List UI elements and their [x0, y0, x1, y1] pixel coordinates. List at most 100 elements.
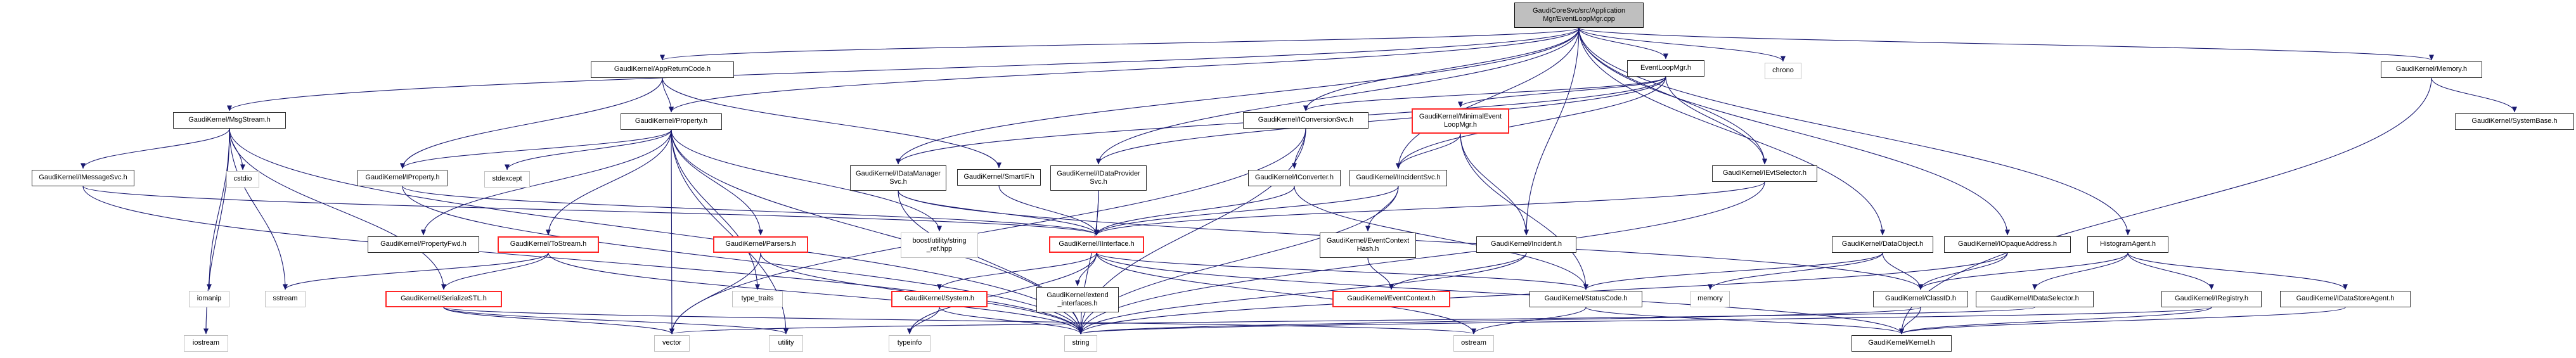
graph-node-iincidentsvc[interactable]: GaudiKernel/IIncidentSvc.h — [1349, 170, 1447, 186]
edge-ievtselector-to-iinterface — [1094, 181, 1765, 236]
edge-property-to-stdexcept — [505, 129, 672, 170]
edge-iincidentsvc-to-string — [1078, 186, 1399, 335]
edge-evtloop_h-to-iincidentsvc — [1396, 76, 1666, 169]
graph-node-eventcontext[interactable]: GaudiKernel/EventContext.h — [1332, 291, 1450, 307]
graph-node-typetraits[interactable]: type_traits — [732, 291, 783, 307]
graph-node-tostream[interactable]: GaudiKernel/ToStream.h — [498, 236, 599, 253]
graph-node-kernel[interactable]: GaudiKernel/Kernel.h — [1852, 335, 1952, 352]
edge-histagent-to-iregistry — [2127, 252, 2214, 290]
graph-node-iomanip[interactable]: iomanip — [189, 291, 229, 307]
edge-iincidentsvc-to-ctxhash — [1365, 186, 1399, 232]
edge-serializestl-to-ostream — [443, 307, 1476, 335]
edge-evtloop_h-to-iconversionsvc — [1303, 76, 1666, 112]
edge-parsers-to-vector — [669, 252, 761, 335]
edge-memory_h-to-kernel — [1899, 77, 2432, 335]
edge-evtloop_h-to-minimal — [1458, 76, 1666, 108]
edge-serializestl-to-vector — [443, 307, 674, 335]
edge-iincidentsvc-to-iinterface — [1094, 186, 1399, 236]
edge-dataobject-to-statuscode — [1583, 252, 1883, 290]
edge-minimal-to-incident — [1460, 133, 1529, 236]
edge-root-to-dataobject — [1578, 27, 1885, 236]
graph-node-chrono[interactable]: chrono — [1765, 63, 1801, 79]
edge-classid-to-string — [1078, 307, 1921, 335]
graph-node-property[interactable]: GaudiKernel/Property.h — [621, 113, 722, 130]
graph-node-extend[interactable]: GaudiKernel/extend _interfaces.h — [1036, 287, 1119, 312]
edge-root-to-incident — [1524, 27, 1580, 236]
edge-root-to-idatamanagersvc — [896, 27, 1580, 165]
edge-histagent-to-idataselector — [2032, 252, 2128, 290]
edge-property-to-propertyfwd — [421, 129, 672, 236]
edge-ievtselector-to-string — [1078, 181, 1765, 335]
graph-node-iostream[interactable]: iostream — [184, 335, 228, 352]
edge-tostream-to-serializestl — [441, 252, 549, 290]
graph-node-stdexcept[interactable]: stdexcept — [484, 171, 530, 188]
graph-node-minimal[interactable]: GaudiKernel/MinimalEvent LoopMgr.h — [1412, 108, 1509, 134]
graph-node-cstdio[interactable]: cstdio — [226, 171, 259, 188]
graph-node-ievtselector[interactable]: GaudiKernel/IEvtSelector.h — [1712, 165, 1817, 182]
graph-node-histagent[interactable]: HistogramAgent.h — [2087, 236, 2168, 253]
graph-node-app_return[interactable]: GaudiKernel/AppReturnCode.h — [591, 61, 734, 78]
edge-msgstream-to-string — [229, 128, 1083, 335]
graph-node-iopaque[interactable]: GaudiKernel/IOpaqueAddress.h — [1944, 236, 2071, 253]
edge-root-to-property — [669, 27, 1580, 113]
graph-node-iconverter[interactable]: GaudiKernel/IConverter.h — [1248, 170, 1341, 186]
graph-node-msgstream[interactable]: GaudiKernel/MsgStream.h — [173, 112, 286, 129]
graph-node-memstd[interactable]: memory — [1690, 291, 1730, 307]
edge-iregistry-to-string — [1078, 307, 2212, 335]
graph-node-statuscode[interactable]: GaudiKernel/StatusCode.h — [1530, 291, 1642, 307]
edge-root-to-iopaque — [1578, 27, 2010, 236]
graph-node-iconversionsvc[interactable]: GaudiKernel/IConversionSvc.h — [1243, 112, 1368, 129]
graph-node-sstream[interactable]: sstream — [265, 291, 306, 307]
edge-property-to-parsers — [671, 129, 763, 236]
edge-serializestl-to-utility — [443, 307, 789, 335]
graph-node-serializestl[interactable]: GaudiKernel/SerializeSTL.h — [385, 291, 502, 307]
edge-msgstream-to-sstream — [229, 128, 288, 290]
edge-root-to-histagent — [1578, 27, 2130, 236]
graph-node-system[interactable]: GaudiKernel/System.h — [891, 291, 988, 307]
edge-idataprovidersvc-to-string — [1078, 190, 1099, 335]
edge-minimal-to-iincidentsvc — [1396, 133, 1461, 169]
edge-dataobject-to-memstd — [1708, 252, 1883, 290]
graph-node-evtloop_h[interactable]: EventLoopMgr.h — [1627, 60, 1704, 77]
graph-node-utility[interactable]: utility — [769, 335, 803, 352]
graph-node-memory_h[interactable]: GaudiKernel/Memory.h — [2381, 61, 2482, 78]
edge-root-to-idataprovidersvc — [1096, 27, 1580, 165]
graph-node-systembase[interactable]: GaudiKernel/SystemBase.h — [2455, 113, 2574, 130]
edge-smartif-to-iinterface — [998, 185, 1099, 236]
edge-evtloop_h-to-idataprovidersvc — [1096, 76, 1666, 165]
graph-node-stringref[interactable]: boost/utility/string _ref.hpp — [901, 233, 978, 258]
edge-app_return-to-iproperty — [400, 77, 663, 169]
edge-property-to-typetraits — [671, 129, 760, 290]
edge-iconversionsvc-to-iconverter — [1292, 128, 1306, 169]
graph-node-imessagesvc[interactable]: GaudiKernel/IMessageSvc.h — [32, 170, 134, 186]
edge-root-to-evtloop_h — [1578, 27, 1668, 60]
edge-msgstream-to-iomanip — [207, 128, 230, 290]
graph-node-classid[interactable]: GaudiKernel/ClassID.h — [1873, 291, 1968, 307]
graph-node-iregistry[interactable]: GaudiKernel/IRegistry.h — [2161, 291, 2262, 307]
graph-node-dataobject[interactable]: GaudiKernel/DataObject.h — [1832, 236, 1933, 253]
edge-iregistry-to-kernel — [1899, 307, 2212, 335]
graph-node-ostream[interactable]: ostream — [1453, 335, 1494, 352]
graph-node-string[interactable]: string — [1064, 335, 1097, 352]
edge-property-to-tostream — [546, 129, 672, 236]
edge-property-to-vector — [669, 129, 674, 335]
graph-node-parsers[interactable]: GaudiKernel/Parsers.h — [713, 236, 808, 253]
graph-node-idataselector[interactable]: GaudiKernel/IDataSelector.h — [1976, 291, 2094, 307]
graph-node-smartif[interactable]: GaudiKernel/SmartIF.h — [957, 169, 1041, 186]
edge-iopaque-to-classid — [1918, 252, 2008, 290]
edge-app_return-to-smartif — [662, 77, 1001, 169]
graph-node-idatastoreagent[interactable]: GaudiKernel/IDataStoreAgent.h — [2280, 291, 2411, 307]
graph-node-vector[interactable]: vector — [654, 335, 690, 352]
graph-node-ctxhash[interactable]: GaudiKernel/EventContext Hash.h — [1320, 233, 1416, 258]
edge-iproperty-to-iinterface — [402, 186, 1099, 236]
graph-node-idatamanagersvc[interactable]: GaudiKernel/IDataManager Svc.h — [850, 165, 946, 191]
graph-node-propertyfwd[interactable]: GaudiKernel/PropertyFwd.h — [368, 236, 479, 253]
edge-memory_h-to-systembase — [2431, 77, 2517, 113]
graph-node-iinterface[interactable]: GaudiKernel/IInterface.h — [1049, 236, 1144, 253]
graph-node-iproperty[interactable]: GaudiKernel/IProperty.h — [357, 170, 448, 186]
graph-node-typeinfo[interactable]: typeinfo — [889, 335, 931, 352]
graph-node-idataprovidersvc[interactable]: GaudiKernel/IDataProvider Svc.h — [1050, 165, 1147, 191]
graph-node-incident[interactable]: GaudiKernel/Incident.h — [1476, 236, 1576, 253]
graph-node-root: GaudiCoreSvc/src/Application Mgr/EventLo… — [1514, 3, 1644, 28]
